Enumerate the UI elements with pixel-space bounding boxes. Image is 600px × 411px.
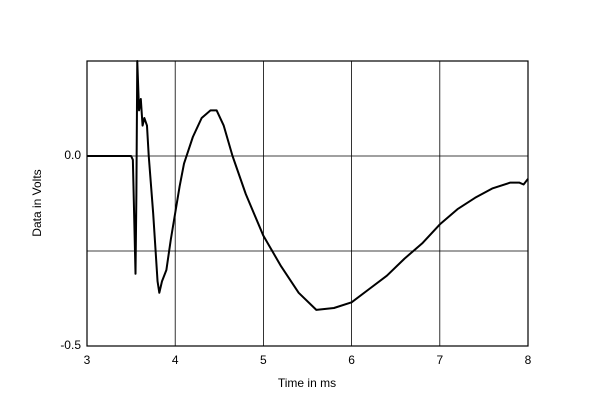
x-tick-label: 4 (172, 353, 179, 367)
plot-frame (86, 60, 529, 347)
x-axis-label: Time in ms (278, 376, 336, 390)
x-tick-label: 6 (348, 353, 355, 367)
x-tick-label: 3 (84, 353, 91, 367)
x-tick-label: 5 (260, 353, 267, 367)
x-tick-label: 7 (436, 353, 443, 367)
y-tick-label: -0.5 (60, 338, 81, 352)
data-line (87, 60, 529, 311)
y-axis-label: Data in Volts (30, 169, 44, 236)
x-tick-label: 8 (525, 353, 532, 367)
y-tick-label: 0.0 (64, 148, 81, 162)
